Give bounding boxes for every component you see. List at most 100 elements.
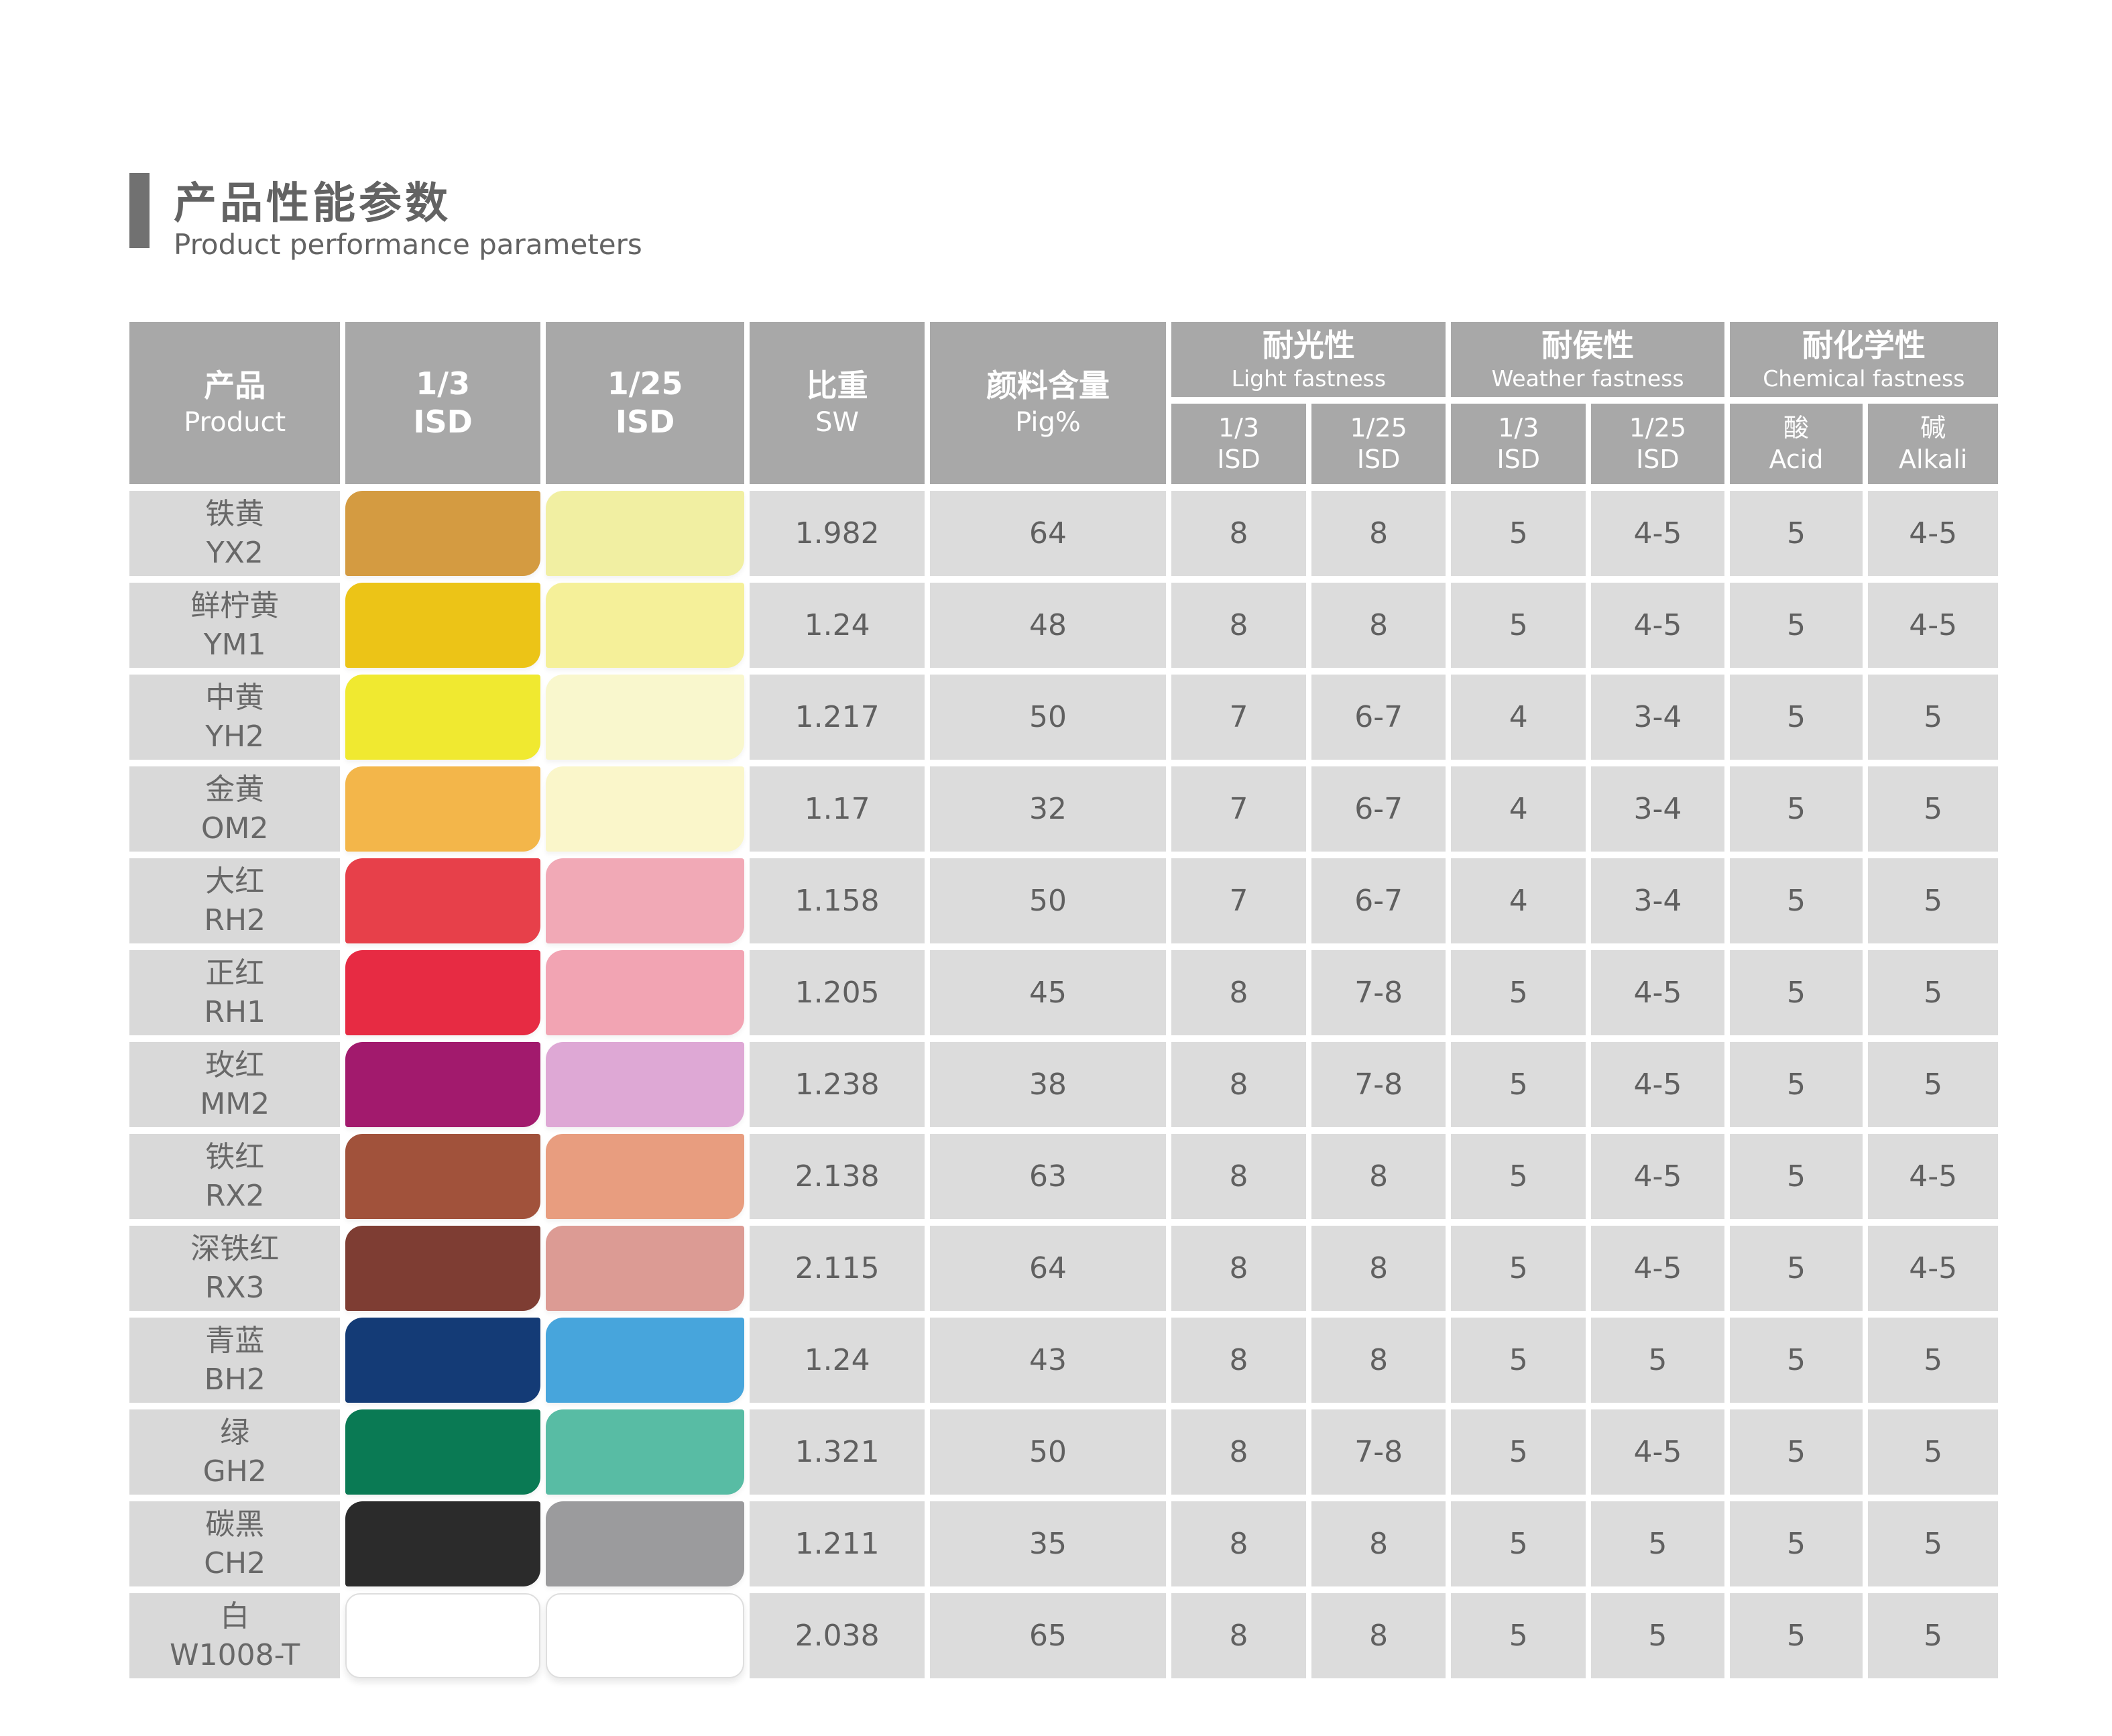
- sw-value: 1.24: [750, 583, 925, 668]
- sw-value: 1.217: [750, 675, 925, 760]
- product-name-zh: 绿: [220, 1415, 250, 1450]
- light-1-3-value: 7: [1171, 766, 1306, 852]
- product-name-zh: 玫红: [205, 1048, 265, 1083]
- product-cell: 玫红 MM2: [129, 1042, 341, 1127]
- weather-1-25-value: 4-5: [1591, 583, 1724, 668]
- color-swatch-1-25-isd: [545, 1042, 745, 1127]
- light-1-3-value: 8: [1171, 491, 1306, 576]
- page-title: 产品性能参数: [174, 179, 451, 229]
- col-header-product-en: Product: [184, 406, 286, 438]
- color-swatch-1-3-isd: [345, 1593, 540, 1678]
- light-1-25-value: 6-7: [1311, 675, 1446, 760]
- acid-value: 5: [1729, 583, 1863, 668]
- alkali-value: 5: [1868, 1501, 1998, 1586]
- light-1-25-value: 8: [1311, 1226, 1446, 1311]
- color-swatch-1-25-isd: [545, 583, 745, 668]
- col-header-pig-zh: 颜料含量: [986, 367, 1110, 404]
- product-code: RH2: [204, 903, 266, 937]
- sub-header-acid-en: Acid: [1769, 445, 1824, 474]
- weather-1-3-value: 5: [1451, 1593, 1586, 1678]
- acid-value: 5: [1729, 1134, 1863, 1219]
- acid-value: 5: [1729, 766, 1863, 852]
- color-swatch-1-25-isd: [545, 1409, 745, 1495]
- alkali-value: 5: [1868, 950, 1998, 1035]
- light-1-3-value: 8: [1171, 1409, 1306, 1495]
- alkali-value: 5: [1868, 1409, 1998, 1495]
- col-header-isd-1-25: 1/25 ISD: [545, 322, 745, 484]
- color-swatch-1-25-isd: [545, 1593, 745, 1678]
- col-header-isd-1-25-line2: ISD: [615, 404, 675, 440]
- sub-header-alkali-zh: 碱: [1920, 412, 1946, 443]
- acid-value: 5: [1729, 1501, 1863, 1586]
- col-header-isd-1-3-line2: ISD: [413, 404, 473, 440]
- light-1-3-value: 7: [1171, 675, 1306, 760]
- weather-1-3-value: 5: [1451, 1042, 1586, 1127]
- product-code: RX3: [204, 1270, 265, 1305]
- sub-header-weather-1-3-line1: 1/3: [1498, 412, 1539, 443]
- color-swatch-1-3-isd: [345, 1501, 540, 1586]
- acid-value: 5: [1729, 1318, 1863, 1403]
- weather-1-3-value: 5: [1451, 1318, 1586, 1403]
- pig-value: 64: [929, 1226, 1167, 1311]
- sw-value: 1.238: [750, 1042, 925, 1127]
- pig-value: 35: [929, 1501, 1167, 1586]
- sub-header-light-1-25: 1/25 ISD: [1311, 404, 1446, 484]
- col-header-pig-en: Pig%: [1015, 406, 1081, 438]
- group-header-chemical-fastness: 耐化学性 Chemical fastness: [1729, 322, 1998, 397]
- sub-header-light-1-25-line2: ISD: [1356, 445, 1401, 474]
- color-swatch-1-3-isd: [345, 675, 540, 760]
- group-header-chemical-fastness-zh: 耐化学性: [1802, 327, 1926, 363]
- product-code: BH2: [204, 1362, 266, 1397]
- group-header-light-fastness-en: Light fastness: [1231, 365, 1387, 392]
- col-header-isd-1-3: 1/3 ISD: [345, 322, 540, 484]
- sub-header-weather-1-25: 1/25 ISD: [1591, 404, 1724, 484]
- alkali-value: 5: [1868, 1042, 1998, 1127]
- group-header-weather-fastness: 耐侯性 Weather fastness: [1451, 322, 1724, 397]
- acid-value: 5: [1729, 1042, 1863, 1127]
- product-name-zh: 铁红: [205, 1140, 265, 1175]
- acid-value: 5: [1729, 1226, 1863, 1311]
- light-1-3-value: 8: [1171, 1501, 1306, 1586]
- pig-value: 43: [929, 1318, 1167, 1403]
- col-header-specific-weight: 比重 SW: [750, 322, 925, 484]
- sw-value: 1.17: [750, 766, 925, 852]
- sub-header-acid-zh: 酸: [1783, 412, 1810, 443]
- sub-header-weather-1-25-line2: ISD: [1636, 445, 1680, 474]
- color-swatch-1-25-isd: [545, 675, 745, 760]
- product-cell: 铁红 RX2: [129, 1134, 341, 1219]
- weather-1-25-value: 4-5: [1591, 950, 1724, 1035]
- weather-1-25-value: 4-5: [1591, 1134, 1724, 1219]
- product-code: MM2: [200, 1086, 270, 1121]
- sw-value: 1.158: [750, 858, 925, 943]
- sw-value: 1.211: [750, 1501, 925, 1586]
- pig-value: 64: [929, 491, 1167, 576]
- product-name-zh: 中黄: [205, 681, 265, 715]
- col-header-isd-1-3-line1: 1/3: [416, 365, 471, 402]
- col-header-isd-1-25-line1: 1/25: [607, 365, 683, 402]
- pig-value: 48: [929, 583, 1167, 668]
- alkali-value: 4-5: [1868, 491, 1998, 576]
- sub-header-weather-1-25-line1: 1/25: [1629, 412, 1687, 443]
- color-swatch-1-25-isd: [545, 1318, 745, 1403]
- sw-value: 2.138: [750, 1134, 925, 1219]
- sub-header-light-1-25-line1: 1/25: [1350, 412, 1407, 443]
- group-header-weather-fastness-zh: 耐侯性: [1541, 327, 1635, 363]
- col-header-sw-en: SW: [815, 406, 860, 438]
- product-name-zh: 深铁红: [190, 1232, 280, 1267]
- sub-header-alkali-en: Alkali: [1899, 445, 1968, 474]
- product-code: RH1: [204, 994, 266, 1029]
- color-swatch-1-3-isd: [345, 1226, 540, 1311]
- pig-value: 65: [929, 1593, 1167, 1678]
- sub-header-light-1-3: 1/3 ISD: [1171, 404, 1306, 484]
- alkali-value: 4-5: [1868, 1134, 1998, 1219]
- color-swatch-1-3-isd: [345, 1318, 540, 1403]
- sub-header-light-1-3-line2: ISD: [1217, 445, 1260, 474]
- light-1-25-value: 8: [1311, 1318, 1446, 1403]
- product-cell: 铁黄 YX2: [129, 491, 341, 576]
- product-cell: 白 W1008-T: [129, 1593, 341, 1678]
- product-name-zh: 鲜柠黄: [190, 589, 280, 624]
- product-cell: 金黄 OM2: [129, 766, 341, 852]
- product-name-zh: 碳黑: [205, 1507, 265, 1542]
- weather-1-25-value: 4-5: [1591, 491, 1724, 576]
- weather-1-25-value: 3-4: [1591, 675, 1724, 760]
